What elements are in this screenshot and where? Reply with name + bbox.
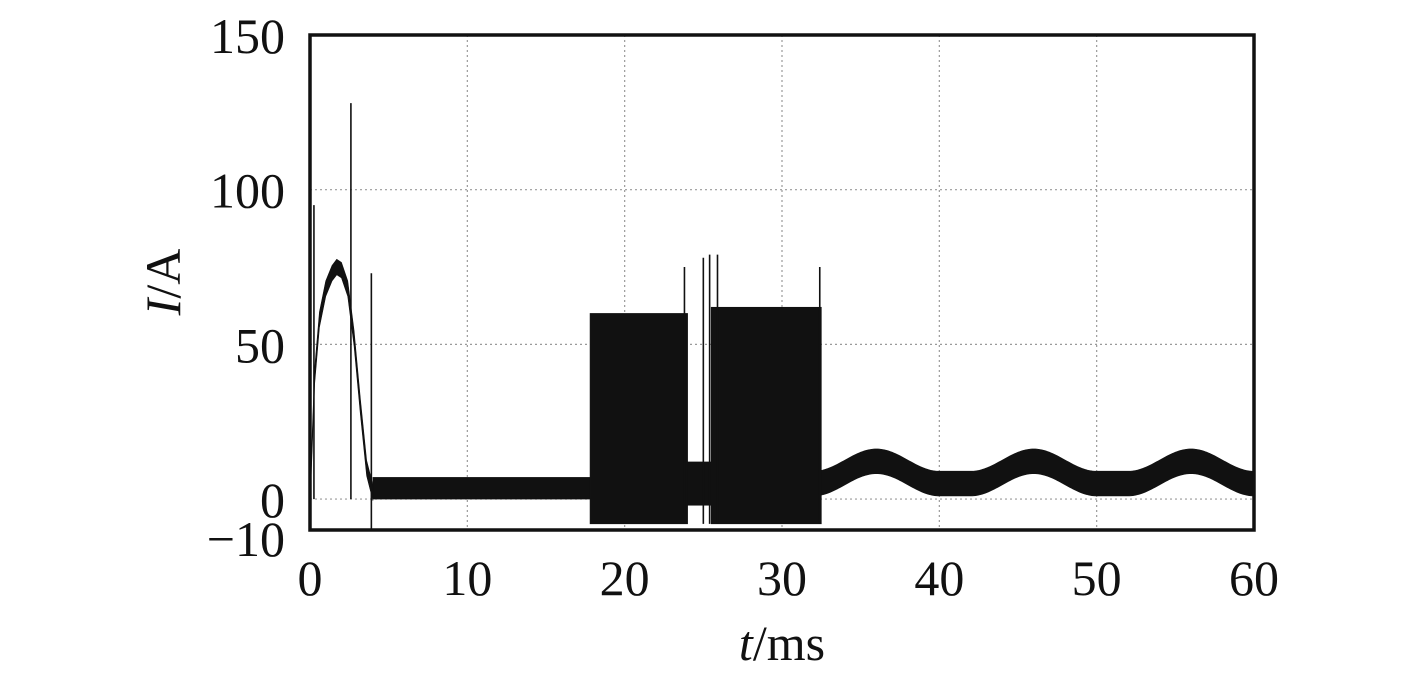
x-axis-ticks: 0 10 20 30 40 50 60 xyxy=(298,550,1280,606)
x-tick-label: 30 xyxy=(757,550,807,606)
y-tick-label: −10 xyxy=(207,511,285,567)
x-axis-label: t/ms xyxy=(739,615,825,671)
y-tick-label: 150 xyxy=(210,8,285,64)
y-tick-label: 100 xyxy=(210,163,285,219)
ripple-band xyxy=(710,306,822,525)
x-tick-label: 50 xyxy=(1072,550,1122,606)
plot-frame xyxy=(308,33,1256,532)
ripple-band xyxy=(372,477,591,500)
y-tick-label: 50 xyxy=(235,317,285,373)
y-axis-ticks: 150 100 50 0−10 xyxy=(207,8,285,567)
x-tick-label: 0 xyxy=(298,550,323,606)
x-tick-label: 40 xyxy=(914,550,964,606)
y-axis-label: I/A xyxy=(135,249,191,317)
x-tick-label: 60 xyxy=(1229,550,1279,606)
oscillation-band xyxy=(821,448,1255,497)
current-trace xyxy=(309,103,1255,530)
startup-pulse xyxy=(309,258,374,507)
ripple-band xyxy=(589,313,688,525)
ripple-band xyxy=(687,461,712,506)
x-tick-label: 10 xyxy=(442,550,492,606)
y-tick-label: 0 xyxy=(260,472,285,528)
x-tick-label: 20 xyxy=(600,550,650,606)
